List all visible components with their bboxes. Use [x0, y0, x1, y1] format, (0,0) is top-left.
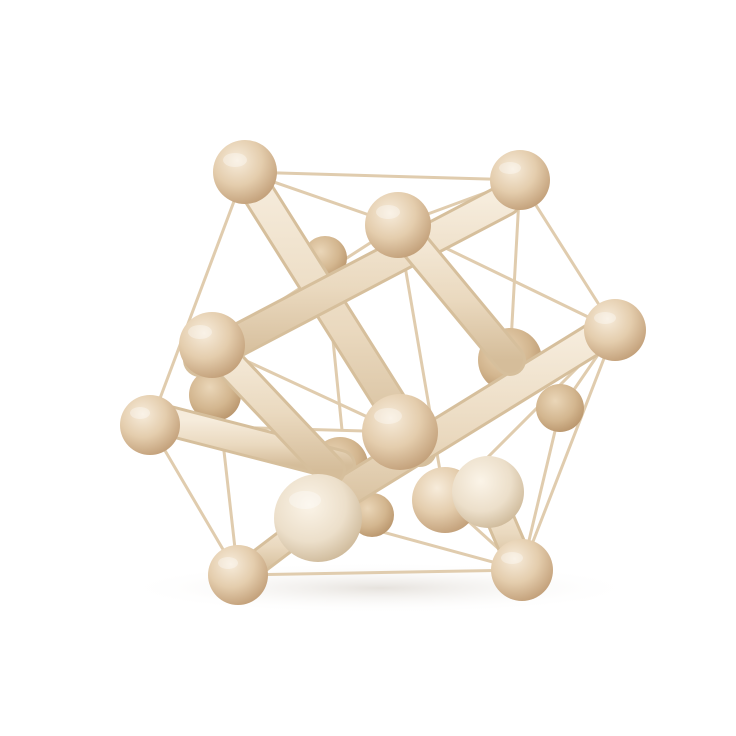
bead-right [584, 299, 646, 361]
bead-top-left [213, 140, 277, 204]
bead-large-left [274, 474, 362, 562]
front-beads [120, 140, 646, 605]
bead-large-right [452, 456, 524, 528]
bead-top-center [365, 192, 431, 258]
bead-bottom-right [491, 539, 553, 601]
bead-bottom-left [208, 545, 268, 605]
grain-highlights [130, 153, 616, 569]
bead-left [120, 395, 180, 455]
bead-left-upper [179, 312, 245, 378]
bead-top-right [490, 150, 550, 210]
bead-back-right-low [536, 384, 584, 432]
bead-center [362, 394, 438, 470]
floor-shadow [120, 562, 640, 614]
